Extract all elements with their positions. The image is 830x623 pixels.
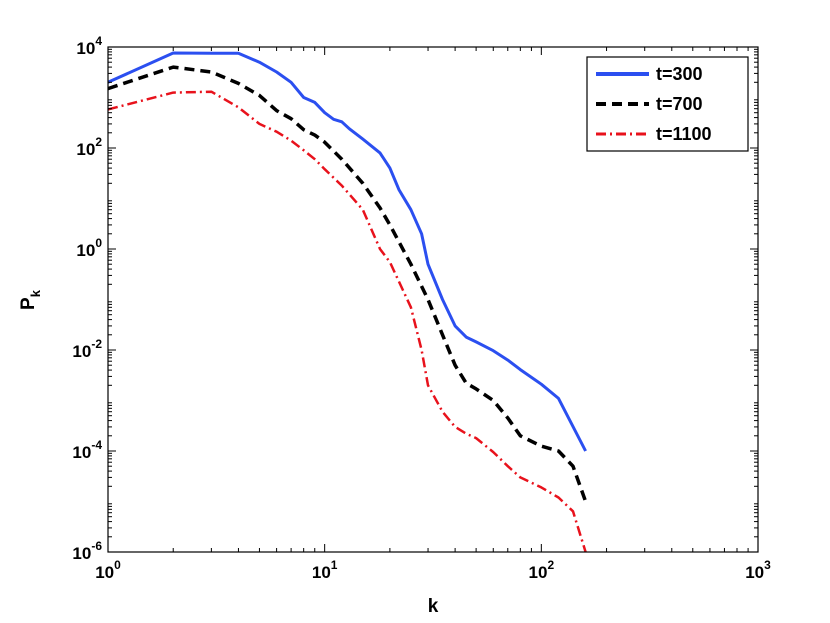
x-tick-label: 103 (745, 558, 771, 582)
y-axis-label-main: P (18, 297, 39, 310)
series-line-t300 (107, 51, 587, 452)
legend: t=300 t=700 t=1100 (586, 56, 749, 152)
series-line-t700 (107, 65, 588, 503)
y-axis-label: Pk (18, 289, 43, 310)
y-tick-label: 10-4 (72, 438, 102, 462)
y-tick-label: 102 (76, 135, 102, 159)
y-tick-label: 100 (76, 236, 102, 260)
y-tick-label: 10-2 (72, 337, 102, 361)
plot-frame (107, 46, 759, 553)
y-tick-label: 10-6 (72, 539, 102, 563)
series-line-t1100 (107, 90, 587, 553)
legend-label-t700: t=700 (656, 94, 703, 114)
series-layer (107, 51, 588, 553)
legend-label-t300: t=300 (656, 64, 703, 84)
x-tick-label: 100 (95, 558, 121, 582)
y-axis-label-subscript: k (28, 289, 43, 297)
y-tick-label: 104 (76, 34, 102, 58)
svg-text:Pk: Pk (18, 289, 43, 310)
x-tick-label: 102 (529, 558, 555, 582)
x-tick-label: 101 (312, 558, 338, 582)
x-axis-label: k (428, 596, 439, 617)
tick-layer: 100 101 102 103 10-6 10-4 10-2 100 102 104 (72, 34, 771, 582)
legend-label-t1100: t=1100 (656, 124, 712, 144)
